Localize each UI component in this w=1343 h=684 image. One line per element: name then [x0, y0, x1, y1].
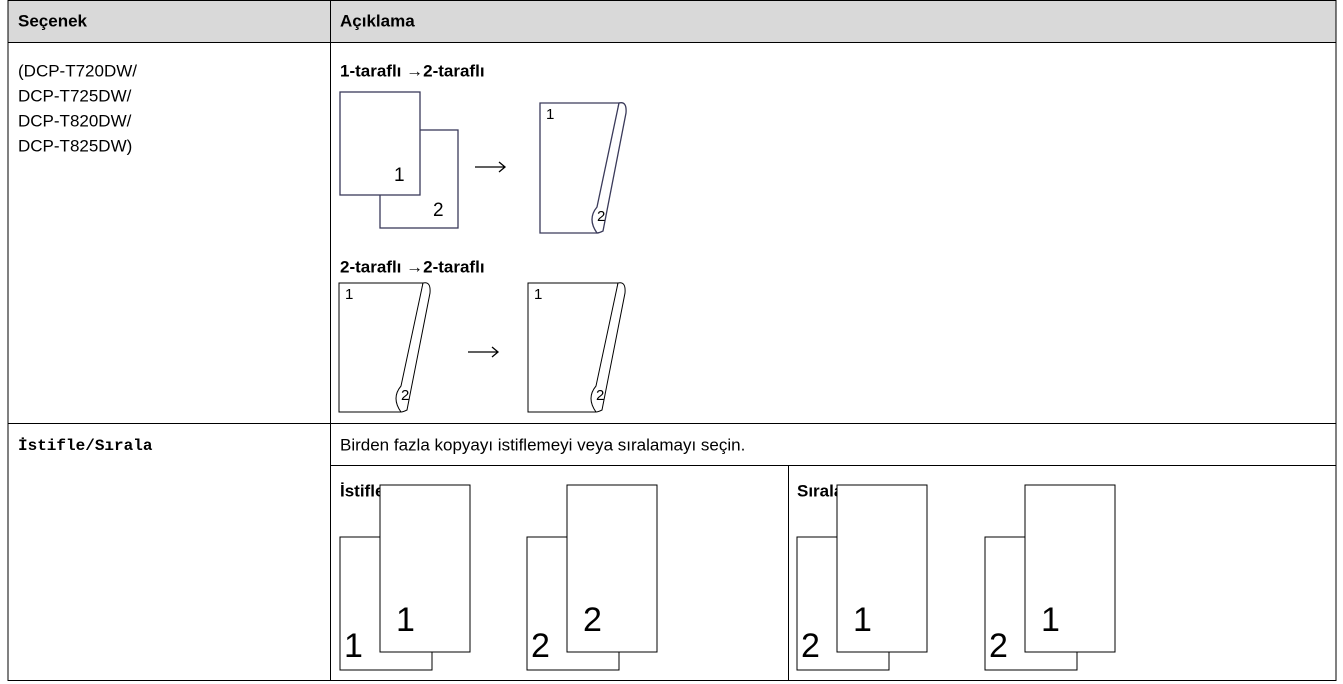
column-title: İstifle	[340, 481, 384, 500]
page-curl	[395, 282, 431, 413]
page-curl	[591, 102, 627, 234]
page	[836, 484, 928, 653]
page	[566, 484, 658, 653]
page-label: 2	[989, 627, 1008, 665]
header-cell: Açıklama	[340, 11, 415, 30]
column-title: Sırala	[797, 481, 844, 500]
page	[379, 484, 471, 653]
section-title: 2-taraflı →2-taraflı	[340, 257, 485, 276]
page-label: 1	[1041, 601, 1060, 639]
option-name: İstifle/Sırala	[18, 437, 153, 455]
page-label: 2	[597, 208, 605, 225]
description: Birden fazla kopyayı istiflemeyi veya sı…	[340, 435, 745, 454]
page-label: 1	[394, 165, 405, 186]
section-title: 1-taraflı →2-taraflı	[340, 61, 485, 80]
page-label: 2	[401, 387, 409, 404]
option-line: DCP-T825DW)	[18, 136, 132, 155]
page	[1024, 484, 1116, 653]
page-label: 1	[546, 106, 554, 123]
page-label: 1	[344, 627, 363, 665]
page-label: 1	[345, 286, 353, 303]
page-label: 2	[596, 387, 604, 404]
page-label: 2	[531, 627, 550, 665]
table-border	[7, 0, 1337, 681]
page-label: 2	[433, 200, 444, 221]
option-line: DCP-T725DW/	[18, 86, 132, 105]
page	[339, 91, 421, 196]
arrow	[475, 161, 507, 173]
option-line: (DCP-T720DW/	[18, 61, 137, 80]
option-line: DCP-T820DW/	[18, 111, 132, 130]
page-label: 1	[853, 601, 872, 639]
arrow	[468, 346, 500, 358]
page-label: 1	[396, 601, 415, 639]
page-label: 2	[801, 627, 820, 665]
header-background	[8, 0, 1336, 43]
header-cell: Seçenek	[18, 11, 88, 30]
page-label: 1	[534, 286, 542, 303]
page-curl	[590, 282, 626, 413]
page-label: 2	[583, 601, 602, 639]
